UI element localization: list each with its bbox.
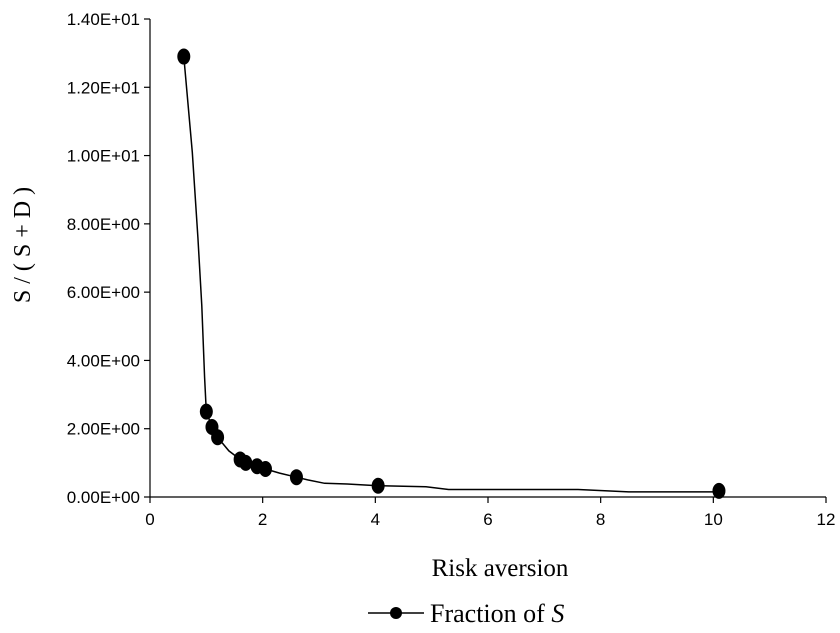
x-tick-label: 8 bbox=[596, 510, 605, 529]
x-tick-label: 6 bbox=[483, 510, 492, 529]
y-tick-label: 1.20E+01 bbox=[67, 78, 140, 97]
y-tick-label: 6.00E+00 bbox=[67, 283, 140, 302]
x-tick-label: 0 bbox=[145, 510, 154, 529]
legend-label-variable: S bbox=[551, 599, 564, 628]
x-ticks: 0 2 4 6 8 10 12 bbox=[145, 497, 835, 529]
y-tick-label: 2.00E+00 bbox=[67, 420, 140, 439]
y-tick-label: 1.00E+01 bbox=[67, 147, 140, 166]
x-tick-label: 4 bbox=[371, 510, 380, 529]
legend-marker-swatch bbox=[390, 607, 402, 619]
x-tick-label: 12 bbox=[817, 510, 836, 529]
legend-label: Fraction of S bbox=[430, 599, 564, 628]
y-ticks: 0.00E+00 2.00E+00 4.00E+00 6.00E+00 8.00E+00… bbox=[67, 10, 150, 507]
x-axis-title: Risk aversion bbox=[432, 555, 569, 582]
x-tick-label: 10 bbox=[704, 510, 723, 529]
data-point-marker bbox=[211, 429, 225, 446]
x-tick-label: 2 bbox=[258, 510, 267, 529]
y-axis-title: S / ( S + D ) bbox=[10, 187, 36, 303]
plot-area bbox=[177, 48, 726, 499]
data-point-marker bbox=[371, 477, 385, 494]
legend: Fraction of S bbox=[368, 599, 564, 628]
data-point-marker bbox=[258, 461, 272, 478]
data-point-marker bbox=[289, 469, 303, 486]
axes bbox=[149, 19, 826, 498]
data-point-marker bbox=[177, 48, 191, 65]
series-markers bbox=[177, 48, 726, 499]
data-point-marker bbox=[239, 454, 253, 471]
y-tick-label: 4.00E+00 bbox=[67, 351, 140, 370]
series-line bbox=[183, 56, 719, 493]
legend-label-prefix: Fraction of bbox=[430, 599, 551, 628]
y-tick-label: 8.00E+00 bbox=[67, 215, 140, 234]
y-tick-label: 0.00E+00 bbox=[67, 488, 140, 507]
data-point-marker bbox=[712, 482, 726, 499]
data-point-marker bbox=[199, 403, 213, 420]
y-tick-label: 1.40E+01 bbox=[67, 10, 140, 29]
